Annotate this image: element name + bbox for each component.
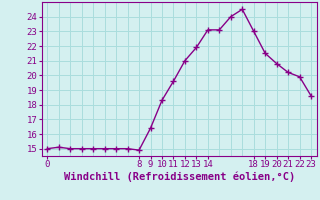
X-axis label: Windchill (Refroidissement éolien,°C): Windchill (Refroidissement éolien,°C) bbox=[64, 172, 295, 182]
